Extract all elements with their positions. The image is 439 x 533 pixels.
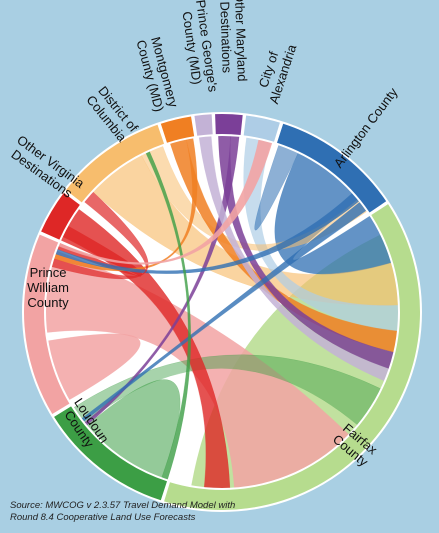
label-pwc-line: William [27, 280, 69, 295]
label-omd-line: Destinations [217, 1, 235, 74]
segment-arc-fairfax [164, 204, 420, 510]
segment-arc-pg [194, 114, 213, 136]
label-omd: Other MarylandDestinations [217, 0, 250, 82]
label-omd-line: Other Maryland [232, 0, 250, 82]
segment-arc-arlington [277, 123, 387, 213]
segment-arc-montgomery [160, 116, 195, 143]
segment-arcs-layer [22, 112, 422, 512]
segment-arc-ova [41, 192, 80, 240]
segment-arc-omd [215, 113, 243, 135]
segment-arc-dc [65, 124, 165, 203]
source-line-1: Source: MWCOG v 2.3.57 Travel Demand Mod… [10, 500, 236, 511]
segment-arc-alexandria [243, 115, 280, 142]
label-pwc-line: Prince [30, 265, 67, 280]
label-arlington-line: Arlington County [331, 84, 401, 170]
label-arlington: Arlington County [331, 84, 401, 170]
label-pg: Prince George'sCounty (MD) [178, 0, 221, 95]
source-note: Source: MWCOG v 2.3.57 Travel Demand Mod… [10, 500, 310, 524]
label-pwc-line: County [27, 295, 69, 310]
source-line-2: Round 8.4 Cooperative Land Use Forecasts [10, 512, 196, 523]
label-alexandria: City ofAlexandria [252, 37, 300, 105]
label-montgomery: MontgomeryCounty (MD) [133, 34, 181, 113]
label-pwc: Prince William County [27, 265, 69, 310]
segment-arc-loudoun [54, 406, 167, 501]
segment-arc-pwc [23, 234, 70, 414]
